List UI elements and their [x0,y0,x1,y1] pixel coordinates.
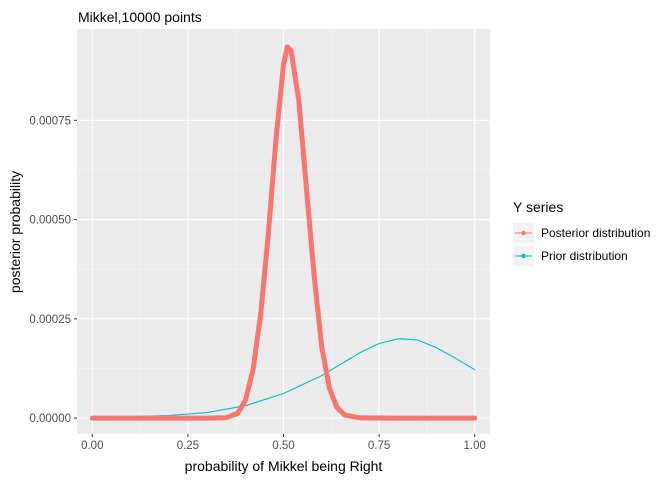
posterior-series-line [89,44,478,421]
legend-key-point [521,230,526,236]
x-axis-title: probability of Mikkel being Right [185,458,383,474]
x-tick-label: 0.75 [368,440,390,452]
x-tick-label: 1.00 [464,440,486,452]
y-axis-title: posterior probability [7,171,23,293]
x-tick-label: 0.50 [272,440,294,452]
x-tick-label: 0.00 [81,440,103,452]
x-tick-label: 0.25 [177,440,199,452]
plot-panel [77,29,490,434]
y-tick-label: 0.00000 [29,413,71,425]
chart-title: Mikkel,10000 points [78,9,202,25]
legend-key-point [521,253,526,259]
legend: Y series Posterior distribution Prior dis… [513,199,650,266]
axes: 0.00 0.25 0.50 0.75 1.00 0.00000 0.00025 0.0005… [29,115,485,452]
legend-label: Posterior distribution [541,226,650,240]
y-tick-label: 0.00025 [29,314,71,326]
y-tick-label: 0.00075 [29,115,71,127]
legend-label: Prior distribution [541,249,628,263]
y-tick-label: 0.00050 [29,215,71,227]
prior-series-line [91,338,476,418]
legend-title: Y series [513,199,563,215]
